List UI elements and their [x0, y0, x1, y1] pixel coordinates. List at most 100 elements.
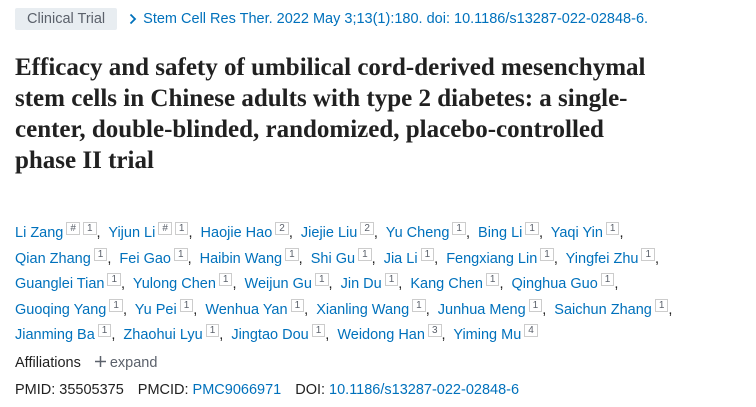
author-name[interactable]: Qian Zhang: [15, 250, 91, 267]
affiliation-marker[interactable]: 1: [420, 247, 435, 261]
author: Zhaohui Lyu 1: [123, 324, 227, 343]
affiliation-marker[interactable]: 2: [360, 222, 374, 235]
affiliation-marker[interactable]: 1: [485, 273, 500, 286]
author: Wenhua Yan 1: [205, 298, 312, 318]
author-name[interactable]: Kang Chen: [410, 276, 483, 292]
author-name[interactable]: Li Zang: [15, 225, 64, 241]
affiliation-marker[interactable]: 1: [290, 298, 305, 312]
author-name[interactable]: Jiejie Liu: [300, 225, 358, 241]
affiliation-marker[interactable]: 4: [524, 324, 538, 337]
author-name[interactable]: Yijun Li: [108, 225, 156, 241]
author-name[interactable]: Jingtao Dou: [231, 327, 309, 343]
affiliation-marker[interactable]: 1: [205, 324, 220, 337]
identifier-value[interactable]: 10.1186/s13287-022-02848-6: [329, 382, 520, 398]
affiliation-marker[interactable]: 1: [107, 273, 122, 286]
author: Fengxiang Lin 1: [446, 247, 562, 267]
affiliation-marker[interactable]: 1: [93, 247, 108, 261]
affiliation-marker[interactable]: 1: [525, 222, 539, 235]
author: Haibin Wang 1: [199, 247, 307, 267]
author-name[interactable]: Guanglei Tian: [15, 276, 105, 292]
author: Jin Du 1: [340, 273, 406, 292]
author: Qian Zhang 1: [15, 247, 115, 267]
author-name[interactable]: Yingfei Zhu: [565, 250, 639, 267]
author: Haojie Hao 2: [200, 222, 297, 241]
author-name[interactable]: Jia Li: [383, 250, 418, 267]
author-name[interactable]: Yaqi Yin: [550, 225, 603, 241]
expand-label: expand: [109, 355, 158, 371]
author-name[interactable]: Jin Du: [340, 276, 382, 292]
author: Fei Gao 1: [119, 247, 196, 267]
author: Yu Pei 1: [134, 298, 201, 318]
affiliation-marker[interactable]: 1: [314, 273, 329, 286]
author-name[interactable]: Wenhua Yan: [205, 301, 288, 318]
author: Yaqi Yin 1: [550, 222, 627, 241]
author-name[interactable]: Fei Gao: [119, 250, 171, 267]
affiliation-marker[interactable]: 1: [605, 222, 620, 235]
affiliation-marker[interactable]: 1: [82, 222, 97, 235]
author-name[interactable]: Yiming Mu: [453, 327, 522, 343]
author-name[interactable]: Weidong Han: [337, 327, 425, 343]
author: Yulong Chen 1: [132, 273, 241, 292]
affiliation-marker[interactable]: 1: [179, 298, 194, 312]
author: Yingfei Zhu 1: [565, 247, 663, 267]
author-name[interactable]: Yu Cheng: [385, 225, 450, 241]
affiliation-marker[interactable]: 1: [384, 273, 399, 286]
affiliation-marker[interactable]: 1: [452, 222, 466, 235]
article-title: Efficacy and safety of umbilical cord-de…: [15, 54, 646, 174]
author-name[interactable]: Bing Li: [478, 225, 523, 241]
affiliation-marker[interactable]: #: [158, 222, 172, 235]
author-name[interactable]: Haibin Wang: [199, 250, 283, 267]
author-name[interactable]: Qinghua Guo: [511, 276, 598, 292]
author: Xianling Wang 1: [316, 298, 434, 318]
identifier-value[interactable]: PMC9066971: [192, 382, 282, 398]
author-name[interactable]: Yulong Chen: [132, 276, 216, 292]
affiliations: Affiliations expand: [15, 355, 157, 371]
author: Guoqing Yang 1: [15, 298, 131, 318]
affiliation-marker[interactable]: 1: [285, 247, 299, 261]
expand-toggle[interactable]: expand: [94, 355, 158, 371]
citation-link[interactable]: Stem Cell Res Ther. 2022 May 3;13(1):180…: [143, 11, 649, 27]
author-name[interactable]: Yu Pei: [134, 301, 177, 318]
author-name[interactable]: Shi Gu: [310, 250, 356, 267]
author: Weijun Gu 1: [244, 273, 337, 292]
affiliation-marker[interactable]: 1: [311, 324, 326, 337]
affiliation-marker[interactable]: 1: [109, 298, 123, 312]
affiliation-marker[interactable]: #: [66, 222, 80, 235]
author-name[interactable]: Fengxiang Lin: [446, 250, 538, 267]
author-name[interactable]: Guoqing Yang: [15, 301, 107, 318]
author-name[interactable]: Zhaohui Lyu: [123, 327, 203, 343]
affiliation-marker[interactable]: 1: [174, 247, 188, 261]
affiliation-marker[interactable]: 1: [97, 324, 112, 337]
affiliation-marker[interactable]: 2: [275, 222, 289, 235]
author: Jianming Ba 1: [15, 324, 119, 343]
identifier-value: 35505375: [59, 382, 124, 398]
affiliation-marker[interactable]: 3: [427, 324, 442, 337]
author: Shi Gu 1: [310, 247, 380, 267]
affiliation-marker[interactable]: 1: [540, 247, 554, 261]
author-name[interactable]: Junhua Meng: [437, 301, 526, 318]
affiliation-marker[interactable]: 1: [641, 247, 656, 261]
affiliation-marker[interactable]: 1: [218, 273, 233, 286]
author: Yu Cheng 1: [385, 222, 474, 241]
identifier-label: PMCID:: [137, 382, 189, 398]
author: Yiming Mu 4: [453, 324, 538, 343]
author-name[interactable]: Xianling Wang: [316, 301, 410, 318]
author-name[interactable]: Jianming Ba: [15, 327, 95, 343]
author: Kang Chen 1: [410, 273, 507, 292]
header: Clinical Trial Stem Cell Res Ther. 2022 …: [15, 8, 648, 30]
affiliation-marker[interactable]: 1: [358, 247, 372, 261]
affiliation-marker[interactable]: 1: [174, 222, 189, 235]
affiliation-marker[interactable]: 1: [412, 298, 426, 312]
author: Li Zang #1: [15, 222, 105, 241]
author: Jia Li 1: [383, 247, 442, 267]
author-name[interactable]: Haojie Hao: [200, 225, 273, 241]
affiliation-marker[interactable]: 1: [654, 298, 669, 312]
author-name[interactable]: Saichun Zhang: [554, 301, 652, 318]
author-name[interactable]: Weijun Gu: [244, 276, 312, 292]
article-type-badge: Clinical Trial: [15, 8, 118, 30]
affiliation-marker[interactable]: 1: [600, 273, 615, 286]
identifier-label: DOI:: [295, 382, 326, 398]
author: Junhua Meng 1: [437, 298, 550, 318]
affiliation-marker[interactable]: 1: [528, 298, 543, 312]
